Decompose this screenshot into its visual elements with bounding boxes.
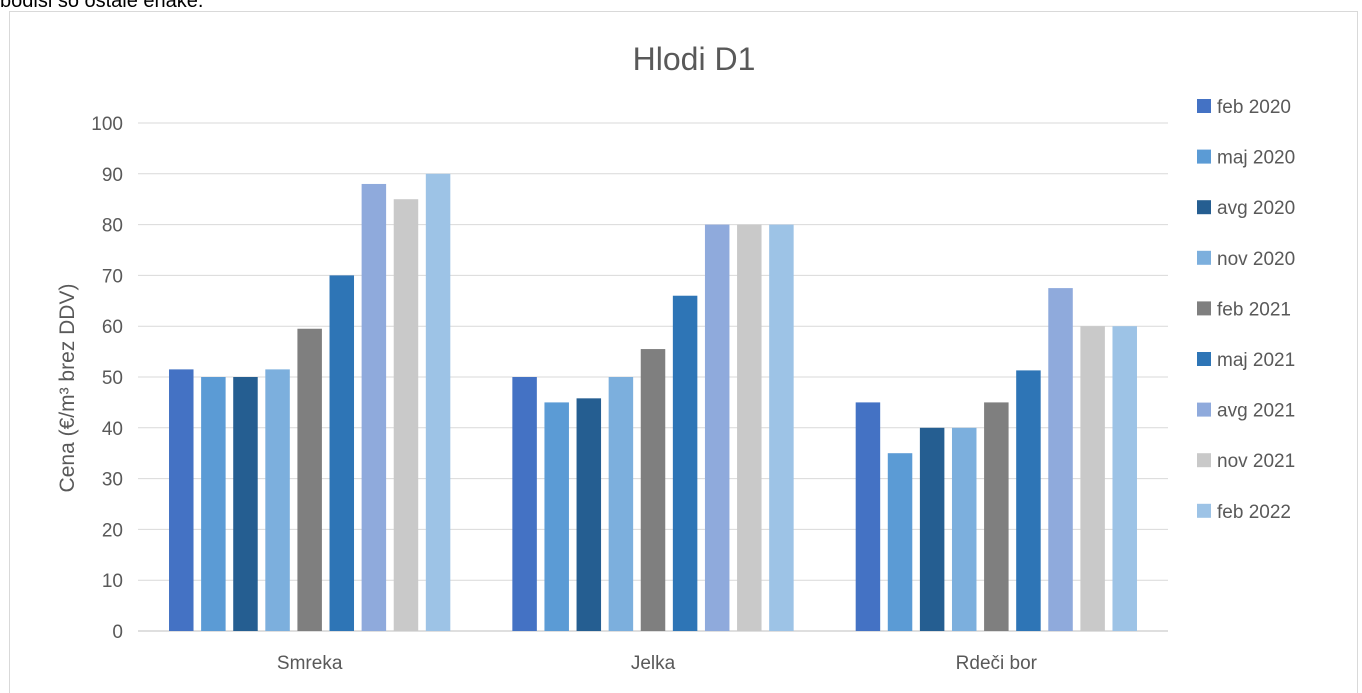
legend-label: feb 2020 <box>1217 97 1291 118</box>
document-text-fragment: bodisi so ostale enake. <box>0 0 204 12</box>
bar <box>169 369 194 631</box>
bar <box>769 224 794 631</box>
bar <box>1080 326 1105 631</box>
bar <box>855 402 881 631</box>
bar <box>737 224 762 631</box>
legend-label: maj 2021 <box>1217 350 1295 371</box>
bar <box>361 183 387 631</box>
legend-swatch <box>1197 200 1211 215</box>
bar <box>576 398 602 631</box>
bar-chart: Hlodi D1 Cena (€/m³ brez DDV) 0 10 20 30 40 5… <box>56 41 1295 674</box>
legend-swatch <box>1197 99 1211 113</box>
bar <box>512 377 537 631</box>
bar <box>297 328 322 631</box>
x-tick-label: Jelka <box>631 653 676 674</box>
legend-swatch <box>1197 149 1211 164</box>
legend-label: feb 2022 <box>1217 502 1291 523</box>
bar <box>393 199 419 631</box>
bar <box>1112 326 1137 631</box>
legend-label: nov 2021 <box>1217 451 1295 472</box>
bar <box>544 402 569 631</box>
legend-swatch <box>1197 250 1211 265</box>
legend-label: nov 2020 <box>1217 249 1295 270</box>
chart-title: Hlodi D1 <box>633 41 756 77</box>
y-tick-label: 60 <box>102 317 123 338</box>
bar <box>704 224 730 631</box>
bar <box>640 349 666 631</box>
y-tick-label: 20 <box>102 520 123 541</box>
legend-swatch <box>1197 301 1211 316</box>
bar <box>672 295 698 631</box>
bar <box>1016 370 1041 631</box>
legend-swatch <box>1197 503 1211 518</box>
y-tick-label: 100 <box>91 114 123 135</box>
bar <box>329 275 355 631</box>
y-tick-label: 0 <box>112 622 123 643</box>
legend: feb 2020 maj 2020 avg 2020 nov 2020 feb 2021… <box>1197 97 1295 523</box>
bar <box>951 427 977 631</box>
bar <box>265 369 290 631</box>
bar <box>887 453 913 631</box>
bar-series <box>169 173 1137 632</box>
legend-swatch <box>1197 453 1211 468</box>
chart-frame: Hlodi D1 Cena (€/m³ brez DDV) 0 10 20 30 40 5… <box>9 11 1358 693</box>
y-tick-label: 10 <box>102 571 123 592</box>
bar <box>1048 288 1073 631</box>
bar <box>201 377 226 631</box>
bar <box>425 173 451 632</box>
bar <box>233 377 258 631</box>
x-tick-label: Smreka <box>277 653 343 674</box>
y-axis-label: Cena (€/m³ brez DDV) <box>56 284 79 493</box>
y-tick-label: 50 <box>102 368 123 389</box>
bar <box>984 402 1009 631</box>
legend-label: feb 2021 <box>1217 299 1291 320</box>
y-tick-labels: 0 10 20 30 40 50 60 70 80 90 100 <box>91 114 123 643</box>
bar <box>919 427 945 631</box>
y-tick-label: 90 <box>102 165 123 186</box>
legend-label: avg 2021 <box>1217 401 1295 422</box>
legend-swatch <box>1197 352 1211 366</box>
legend-label: maj 2020 <box>1217 148 1295 169</box>
y-tick-label: 40 <box>102 419 123 440</box>
legend-label: avg 2020 <box>1217 198 1295 219</box>
x-tick-labels: Smreka Jelka Rdeči bor <box>277 653 1038 674</box>
bar <box>608 377 634 631</box>
y-tick-label: 80 <box>102 216 123 237</box>
y-tick-label: 70 <box>102 266 123 287</box>
y-tick-label: 30 <box>102 470 123 491</box>
x-tick-label: Rdeči bor <box>956 653 1038 674</box>
legend-swatch <box>1197 402 1211 417</box>
